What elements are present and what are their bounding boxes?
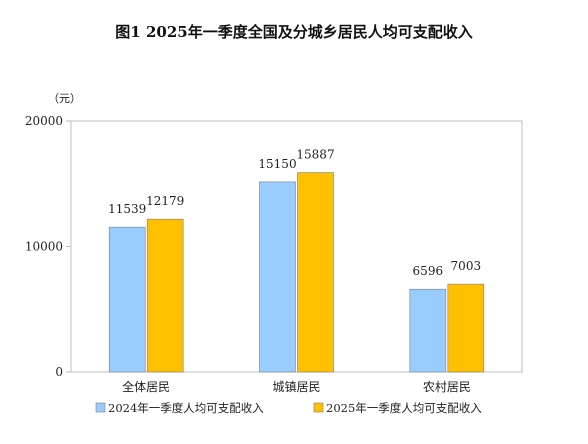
bar-value-label: 11539 bbox=[108, 202, 146, 216]
y-tick-label: 10000 bbox=[25, 240, 63, 254]
y-tick-label: 0 bbox=[55, 365, 63, 379]
category-label: 城镇居民 bbox=[272, 380, 320, 394]
y-axis-ticks: 0 10000 20000 bbox=[25, 114, 71, 379]
bar-2024-2 bbox=[409, 288, 447, 373]
bar-2025-0 bbox=[146, 218, 184, 373]
bars bbox=[108, 172, 485, 373]
legend: 2024年一季度人均可支配收入 2025年一季度人均可支配收入 bbox=[95, 401, 482, 415]
bar-value-label: 15887 bbox=[296, 148, 334, 162]
bar-2025-2 bbox=[447, 283, 485, 373]
legend-swatch bbox=[313, 402, 324, 413]
legend-label: 2025年一季度人均可支配收入 bbox=[326, 401, 482, 415]
bar-value-label: 12179 bbox=[146, 194, 184, 208]
category-label: 农村居民 bbox=[423, 380, 471, 394]
bar-value-label: 15150 bbox=[258, 157, 296, 171]
bar-2024-1 bbox=[259, 181, 296, 373]
bar-2024-0 bbox=[108, 226, 146, 373]
bar-2025-1 bbox=[297, 172, 334, 373]
chart-title: 图1 2025年一季度全国及分城乡居民人均可支配收入 bbox=[115, 23, 472, 41]
bar-value-label: 6596 bbox=[413, 264, 444, 278]
y-tick-label: 20000 bbox=[25, 114, 63, 128]
legend-swatch bbox=[95, 402, 106, 413]
legend-label: 2024年一季度人均可支配收入 bbox=[108, 401, 264, 415]
y-axis-unit: （元） bbox=[48, 92, 81, 105]
category-label: 全体居民 bbox=[122, 379, 170, 394]
x-axis-category-labels: 全体居民 城镇居民 农村居民 bbox=[122, 379, 471, 394]
bar-value-label: 7003 bbox=[451, 259, 482, 273]
